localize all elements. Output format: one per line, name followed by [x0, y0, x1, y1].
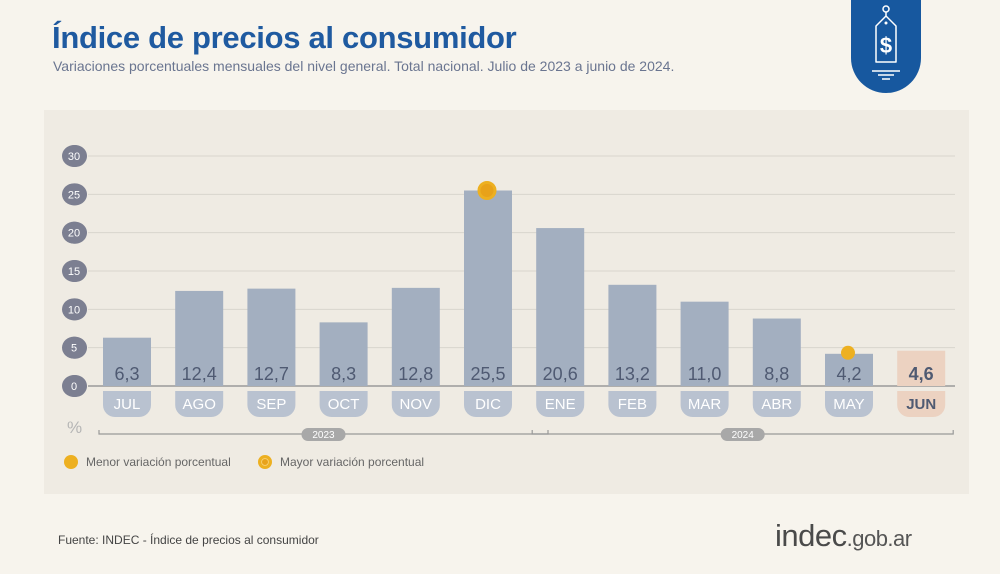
month-tab: [680, 391, 729, 417]
price-tag-dollar-icon: $: [851, 0, 921, 93]
legend-min: Menor variación porcentual: [64, 455, 231, 469]
month-tab: [464, 391, 512, 417]
data-label: 4,2: [836, 364, 861, 384]
bar-ene: [536, 228, 585, 386]
y-tick-label: 15: [68, 266, 80, 278]
x-tick-label: FEB: [618, 396, 647, 413]
bar-sep: [247, 288, 296, 386]
y-tick-bubble: [62, 260, 86, 282]
y-tick-bubble: [62, 375, 86, 397]
legend-min-label: Menor variación porcentual: [86, 455, 231, 469]
y-tick-label: 5: [71, 343, 77, 355]
year-label: 2024: [732, 430, 755, 441]
min-marker: [841, 345, 855, 360]
bar-feb: [608, 284, 657, 386]
year-pill: [301, 428, 346, 441]
bar-mar: [680, 301, 729, 386]
bar-ago: [175, 290, 224, 386]
y-tick-label: 10: [68, 304, 80, 316]
x-tick-label: ENE: [545, 396, 576, 413]
month-tab: [175, 391, 224, 417]
x-tick-label: JUN: [906, 396, 936, 413]
x-tick-label: JUL: [114, 396, 141, 413]
month-tab: [391, 391, 440, 417]
x-tick-label: AGO: [183, 396, 216, 413]
data-label: 12,4: [182, 364, 217, 384]
logo-main: indec: [775, 518, 847, 553]
year-pill: [720, 428, 765, 441]
bar-jun: [897, 350, 946, 386]
max-marker-icon: [258, 455, 272, 469]
month-tab: [897, 391, 946, 417]
x-tick-label: MAR: [688, 396, 722, 413]
x-tick-label: MAY: [833, 396, 864, 413]
bar-abr: [752, 318, 801, 386]
y-axis-label: %: [67, 418, 82, 437]
data-label: 6,3: [114, 364, 139, 384]
legend-max: Mayor variación porcentual: [258, 455, 424, 469]
x-tick-label: ABR: [761, 396, 792, 413]
data-label: 8,8: [764, 364, 789, 384]
page-title: Índice de precios al consumidor: [52, 20, 517, 55]
month-tab: [536, 391, 585, 417]
data-label: 25,5: [470, 364, 505, 384]
x-tick-label: SEP: [256, 396, 286, 413]
bar-jul: [103, 337, 151, 386]
y-tick-bubble: [62, 298, 86, 321]
min-marker-icon: [64, 455, 78, 469]
y-tick-label: 25: [68, 189, 80, 201]
x-tick-label: DIC: [475, 396, 501, 413]
max-marker: [477, 181, 497, 200]
indec-logo[interactable]: indec.gob.ar: [775, 518, 912, 554]
y-tick-label: 0: [71, 381, 77, 393]
month-tab: [608, 391, 657, 417]
month-tab: [247, 391, 296, 417]
year-label: 2023: [312, 430, 335, 441]
page-subtitle: Variaciones porcentuales mensuales del n…: [53, 58, 675, 74]
bar-dic: [464, 190, 512, 386]
month-tab: [752, 391, 801, 417]
y-tick-bubble: [62, 145, 86, 167]
month-tab: [319, 391, 368, 417]
data-label: 4,6: [909, 364, 934, 384]
logo-domain: .gob.ar: [846, 526, 913, 551]
bar-nov: [391, 287, 440, 386]
month-tab: [825, 391, 873, 417]
data-label: 12,8: [398, 364, 433, 384]
y-tick-label: 30: [68, 151, 80, 163]
month-tab: [103, 391, 151, 417]
bar-oct: [319, 322, 368, 386]
x-tick-label: NOV: [400, 396, 433, 413]
x-tick-label: OCT: [328, 396, 360, 413]
data-label: 12,7: [254, 364, 289, 384]
legend-max-label: Mayor variación porcentual: [280, 455, 425, 469]
data-label: 13,2: [615, 364, 650, 384]
source-note: Fuente: INDEC - Índice de precios al con…: [58, 533, 319, 547]
y-tick-bubble: [62, 336, 86, 359]
data-label: 20,6: [543, 364, 578, 384]
svg-text:$: $: [880, 33, 892, 58]
y-tick-bubble: [62, 221, 86, 244]
data-label: 11,0: [688, 364, 722, 384]
y-tick-bubble: [62, 183, 86, 206]
y-tick-label: 20: [68, 228, 80, 240]
data-label: 8,3: [331, 364, 356, 384]
